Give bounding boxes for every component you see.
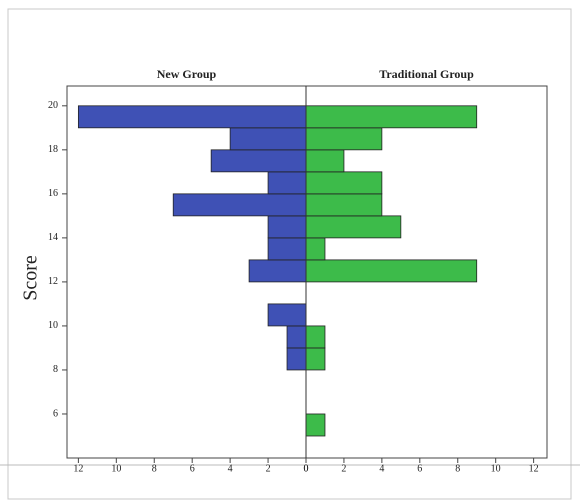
x-tick-label: 4 [228, 463, 233, 474]
x-tick-label: 4 [379, 463, 384, 474]
bar [305, 237, 326, 261]
x-tick-label: 0 [304, 463, 309, 474]
x-tick-label: 12 [73, 463, 83, 474]
x-tick-label: 10 [111, 463, 121, 474]
bar [305, 347, 326, 371]
y-tick-label: 20 [48, 100, 58, 111]
x-tick-label: 6 [417, 463, 422, 474]
bar [229, 127, 307, 151]
bar [267, 171, 307, 195]
bar [305, 149, 345, 173]
bar [172, 193, 307, 217]
bar [248, 259, 307, 283]
bar [267, 215, 307, 239]
panel-title: New Group [157, 67, 217, 81]
y-tick-label: 8 [53, 364, 58, 375]
bar [267, 237, 307, 261]
y-tick-label: 14 [48, 232, 58, 243]
x-tick-label: 2 [266, 463, 271, 474]
bar [286, 325, 307, 349]
bar [305, 259, 478, 283]
panel-title: Traditional Group [379, 67, 474, 81]
bar [77, 105, 307, 129]
x-tick-label: 8 [455, 463, 460, 474]
bar [286, 347, 307, 371]
bar [305, 127, 383, 151]
y-tick-label: 6 [53, 408, 58, 419]
x-tick-label: 0 [304, 463, 309, 474]
x-tick-label: 8 [152, 463, 157, 474]
x-tick-label: 12 [529, 463, 539, 474]
y-tick-label: 16 [48, 188, 58, 199]
bar [210, 149, 307, 173]
y-tick-label: 10 [48, 320, 58, 331]
x-tick-label: 6 [190, 463, 195, 474]
x-tick-label: 10 [491, 463, 501, 474]
bar [267, 303, 307, 327]
bar [305, 171, 383, 195]
bar [305, 105, 478, 129]
y-tick-label: 18 [48, 144, 58, 155]
y-tick-label: 12 [48, 276, 58, 287]
bar [305, 325, 326, 349]
y-axis-label: Score [20, 255, 42, 301]
x-tick-label: 2 [341, 463, 346, 474]
bar [305, 193, 383, 217]
bar [305, 413, 326, 437]
bar [305, 215, 402, 239]
